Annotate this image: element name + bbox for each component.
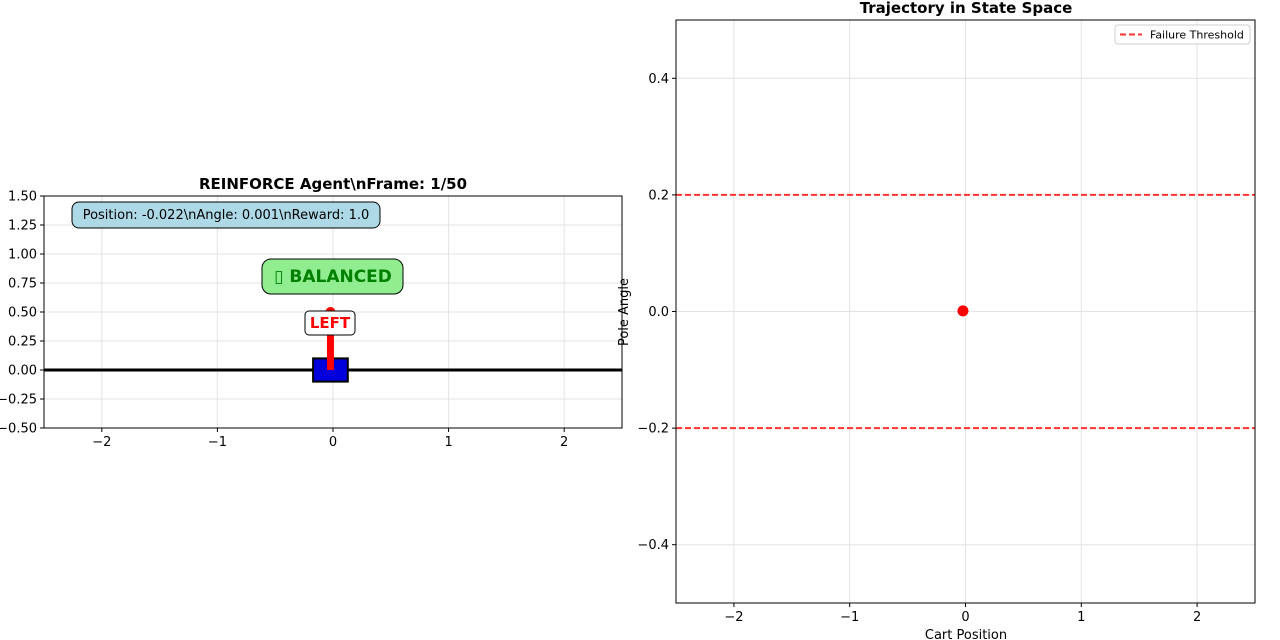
cartpole-title: REINFORCE Agent\nFrame: 1/50 [199, 175, 467, 193]
y-tick-label: 1.25 [8, 219, 37, 234]
trajectory-point [957, 305, 969, 317]
x-tick-label: 1 [444, 435, 452, 450]
x-tick-label: 2 [560, 435, 568, 450]
x-tick-label: −2 [724, 610, 743, 625]
x-tick-label: 0 [329, 435, 337, 450]
y-axis-label: Pole Angle [617, 278, 632, 346]
action-text: LEFT [310, 314, 351, 332]
y-tick-label: −0.2 [637, 422, 669, 437]
trajectory-points [957, 305, 969, 317]
status-badge: ▯ BALANCED [261, 258, 404, 295]
y-tick-label: −0.4 [637, 538, 669, 553]
x-tick-label: −2 [92, 435, 111, 450]
y-tick-label: 0.00 [8, 364, 37, 379]
trajectory-ticks: −2 −1 0 1 2 −0.4 −0.2 0.0 0.2 0.4 [637, 72, 1201, 625]
y-tick-label: −0.50 [0, 422, 37, 437]
info-text: Position: -0.022\nAngle: 0.001\nReward: … [83, 208, 370, 223]
y-tick-label: 0.4 [648, 72, 669, 87]
legend: Failure Threshold [1114, 24, 1251, 45]
trajectory-panel: −2 −1 0 1 2 −0.4 −0.2 0.0 0.2 0.4 Trajectory in S… [617, 0, 1256, 640]
x-tick-label: −1 [840, 610, 859, 625]
x-tick-label: 1 [1077, 610, 1085, 625]
x-tick-label: 2 [1193, 610, 1201, 625]
failure-threshold-lines [676, 193, 1255, 430]
cartpole-panel: LEFT ▯ BALANCED Position: -0.022\nAngle:… [0, 175, 623, 451]
y-tick-label: 0.0 [648, 305, 669, 320]
y-tick-label: 0.75 [8, 277, 37, 292]
y-tick-label: 1.00 [8, 248, 37, 263]
trajectory-title: Trajectory in State Space [860, 0, 1073, 17]
y-tick-label: 0.50 [8, 306, 37, 321]
info-box: Position: -0.022\nAngle: 0.001\nReward: … [71, 201, 381, 229]
x-tick-label: 0 [961, 610, 969, 625]
cartpole-ticks: −2 −1 0 1 2 −0.50 −0.25 0.00 0.25 0.50 0.75 1.00 1.2… [0, 190, 568, 451]
y-tick-label: −0.25 [0, 393, 37, 408]
x-tick-label: −1 [208, 435, 227, 450]
y-tick-label: 0.2 [648, 188, 669, 203]
x-axis-label: Cart Position [925, 628, 1007, 640]
legend-label: Failure Threshold [1150, 29, 1244, 42]
action-label: LEFT [304, 310, 356, 336]
y-tick-label: 1.50 [8, 190, 37, 205]
status-text: ▯ BALANCED [274, 267, 392, 287]
y-tick-label: 0.25 [8, 335, 37, 350]
